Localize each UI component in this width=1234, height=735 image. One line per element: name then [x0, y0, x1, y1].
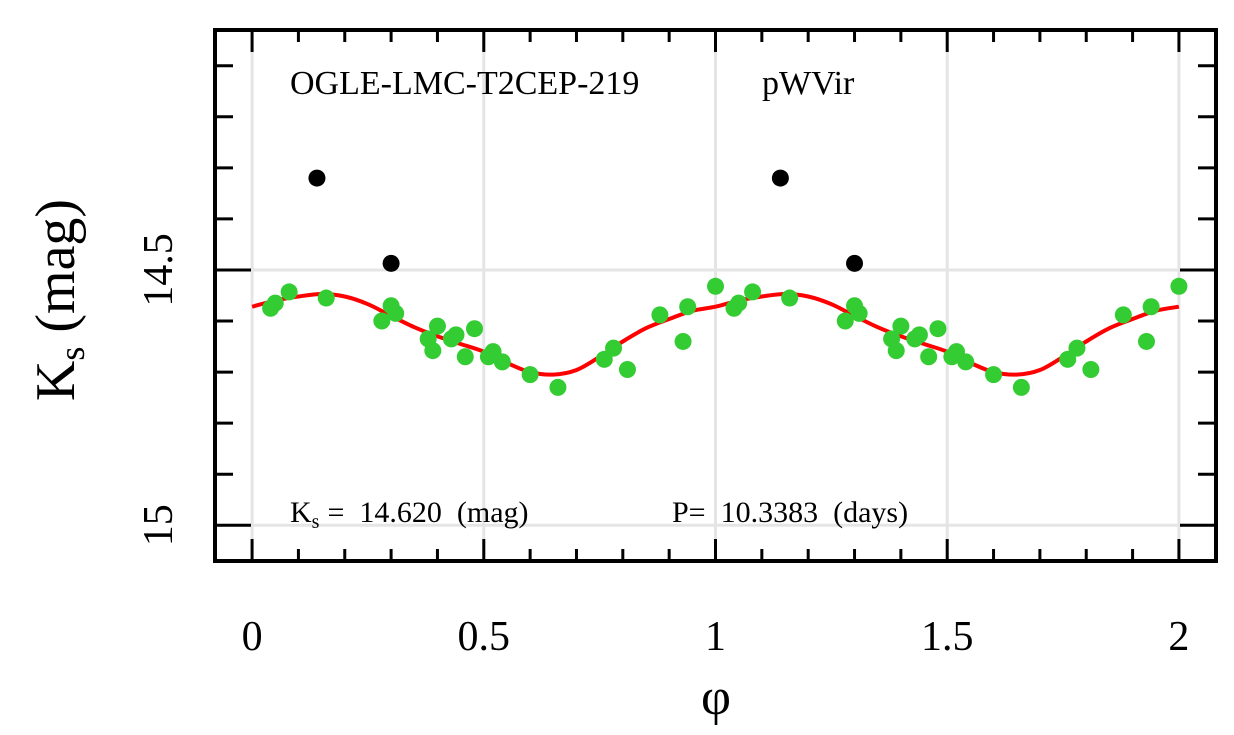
x-axis-label: φ [701, 669, 731, 726]
stat-ks-value: = 14.620 (mag) [327, 496, 528, 529]
data-point [317, 289, 335, 307]
data-point [605, 339, 623, 357]
data-point [730, 294, 748, 312]
data-point [707, 277, 724, 295]
data-points-layer [262, 169, 1188, 396]
data-point [424, 342, 442, 360]
data-point [892, 317, 910, 335]
x-tick-label: 1 [705, 614, 726, 660]
data-point [1142, 298, 1160, 316]
x-tick-label: 0 [242, 614, 263, 660]
data-point [1012, 378, 1030, 396]
data-point [280, 283, 298, 301]
class-label: pWVir [762, 65, 855, 102]
data-point [1082, 361, 1100, 379]
data-point [744, 283, 762, 301]
data-point [906, 330, 924, 348]
fit-curve [251, 291, 1180, 377]
data-point [1170, 277, 1188, 295]
data-point [887, 342, 905, 360]
outlier-point [846, 254, 864, 272]
data-point [651, 306, 669, 324]
data-point [373, 312, 391, 330]
data-point [1114, 306, 1132, 324]
x-tick-label: 2 [1168, 614, 1189, 660]
y-axis-label-unit: (mag) [25, 199, 87, 333]
y-tick-label: 14.5 [136, 233, 182, 307]
data-point [456, 348, 474, 366]
data-point [382, 297, 400, 315]
data-point [493, 353, 511, 371]
outlier-point [308, 169, 326, 187]
data-point [466, 320, 484, 338]
data-point [618, 361, 636, 379]
stat-ks-main: K [290, 496, 312, 529]
star-name-label: OGLE-LMC-T2CEP-219 [290, 65, 639, 102]
data-point [549, 378, 567, 396]
y-tick-label: 15 [136, 504, 182, 546]
tick-labels: 0 0.5 1 1.5 2 14.5 15 [136, 233, 1189, 660]
data-point [985, 366, 1003, 384]
data-point [674, 332, 692, 350]
tick-marks [215, 30, 1216, 561]
data-point [521, 366, 539, 384]
data-point [442, 330, 460, 348]
data-point [428, 317, 446, 335]
y-axis-label: Ks (mag) [25, 199, 92, 401]
data-point [781, 289, 799, 307]
fit-curve-layer [251, 291, 1180, 377]
data-point [920, 348, 938, 366]
data-point [846, 297, 864, 315]
data-point [266, 294, 284, 312]
data-point [1068, 339, 1086, 357]
outlier-point [771, 169, 789, 187]
data-point [1059, 350, 1077, 368]
data-point [679, 298, 697, 316]
period-label: P= 10.3383 (days) [672, 496, 908, 529]
data-point [836, 312, 854, 330]
y-axis-label-main: K [25, 361, 87, 401]
mean-magnitude-label: Ks = 14.620 (mag) [290, 496, 529, 533]
data-point [957, 353, 975, 371]
x-tick-label: 1.5 [921, 614, 974, 660]
data-point [595, 350, 613, 368]
x-tick-label: 0.5 [458, 614, 511, 660]
stat-ks-sub: s [312, 511, 320, 533]
data-point [1137, 332, 1155, 350]
y-axis-label-sub: s [52, 347, 92, 361]
outlier-point [382, 254, 400, 272]
data-point [929, 320, 947, 338]
grid [215, 30, 1216, 561]
